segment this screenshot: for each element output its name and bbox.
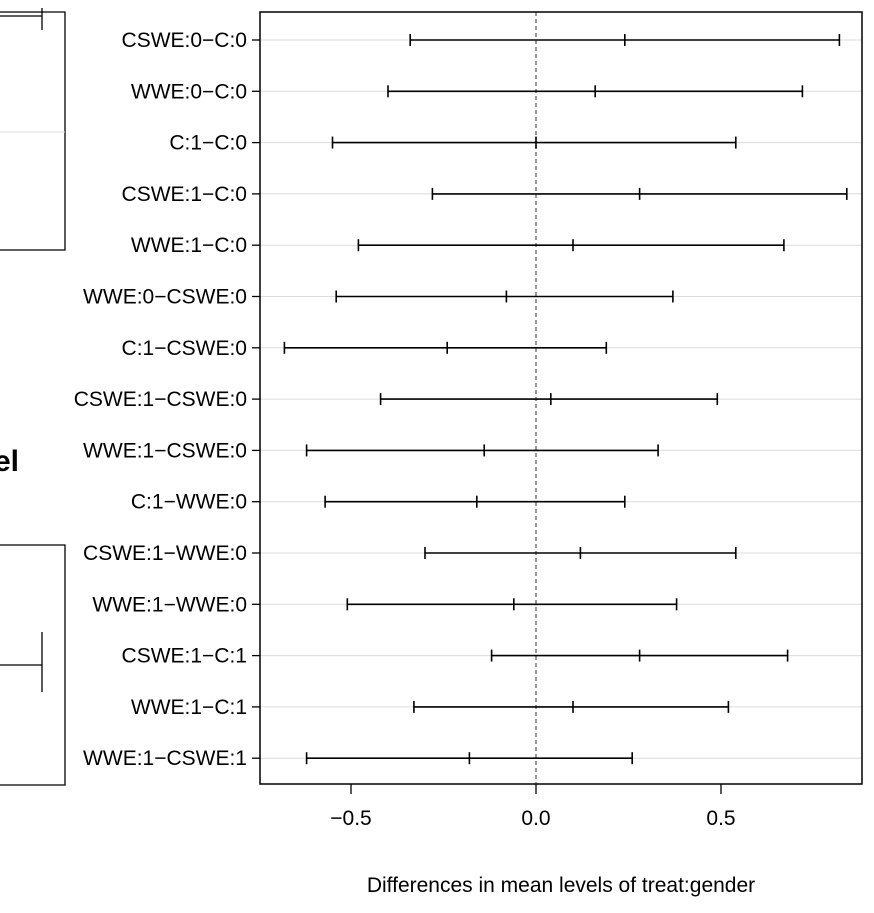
comparison-label: C:1−WWE:0	[131, 491, 247, 514]
ci-group	[490, 649, 789, 662]
left-partial-panel-bottom	[0, 544, 66, 786]
comparison-label: WWE:0−CSWE:0	[83, 286, 247, 309]
plot-frame	[259, 11, 863, 785]
comparison-label: WWE:1−CSWE:0	[83, 439, 247, 462]
x-tick-label: −0.5	[330, 807, 371, 830]
ci-group	[324, 495, 626, 508]
confidence-intervals	[283, 34, 848, 765]
ci-group	[431, 187, 848, 200]
x-tick-label: 0.5	[706, 807, 735, 830]
left-partial-text: el	[0, 445, 20, 478]
comparison-label: CSWE:1−WWE:0	[83, 542, 247, 565]
ci-group	[387, 85, 804, 98]
x-axis-title: Differences in mean levels of treat:gend…	[367, 874, 755, 897]
comparison-label: WWE:1−C:1	[131, 696, 247, 719]
comparison-label: CSWE:0−C:0	[122, 29, 247, 52]
comparison-label: WWE:1−WWE:0	[92, 593, 247, 616]
ci-group	[305, 444, 659, 457]
ci-group	[424, 547, 737, 559]
left-partial-panel-top-bar	[0, 8, 43, 30]
ci-group	[283, 341, 608, 354]
left-partial-panel-top	[0, 11, 66, 251]
comparison-label: WWE:1−CSWE:1	[83, 747, 247, 770]
ci-group	[357, 239, 785, 252]
x-tick-label: 0.0	[521, 807, 550, 830]
comparison-label: WWE:1−C:0	[131, 234, 247, 257]
ci-group	[413, 700, 730, 713]
ci-group	[346, 598, 678, 611]
comparison-label: CSWE:1−C:1	[122, 645, 247, 668]
ci-group	[379, 393, 719, 406]
comparison-label: CSWE:1−C:0	[122, 183, 247, 206]
comparison-labels: CSWE:0−C:0 WWE:0−C:0 C:1−C:0 CSWE:1−C:0 WWE:…	[74, 29, 260, 770]
comparison-label: CSWE:1−CSWE:0	[74, 388, 247, 411]
x-axis: −0.5 0.0 0.5	[330, 784, 736, 830]
comparison-label: C:1−C:0	[169, 132, 247, 155]
ci-group	[409, 34, 841, 46]
comparison-label: C:1−CSWE:0	[122, 337, 247, 360]
left-partial-panels	[0, 8, 66, 786]
ci-group	[331, 136, 737, 149]
ci-group	[335, 290, 674, 303]
ci-group	[305, 752, 634, 765]
comparison-label: WWE:0−C:0	[131, 80, 247, 103]
left-partial-panel-bottom-bar	[0, 632, 43, 692]
